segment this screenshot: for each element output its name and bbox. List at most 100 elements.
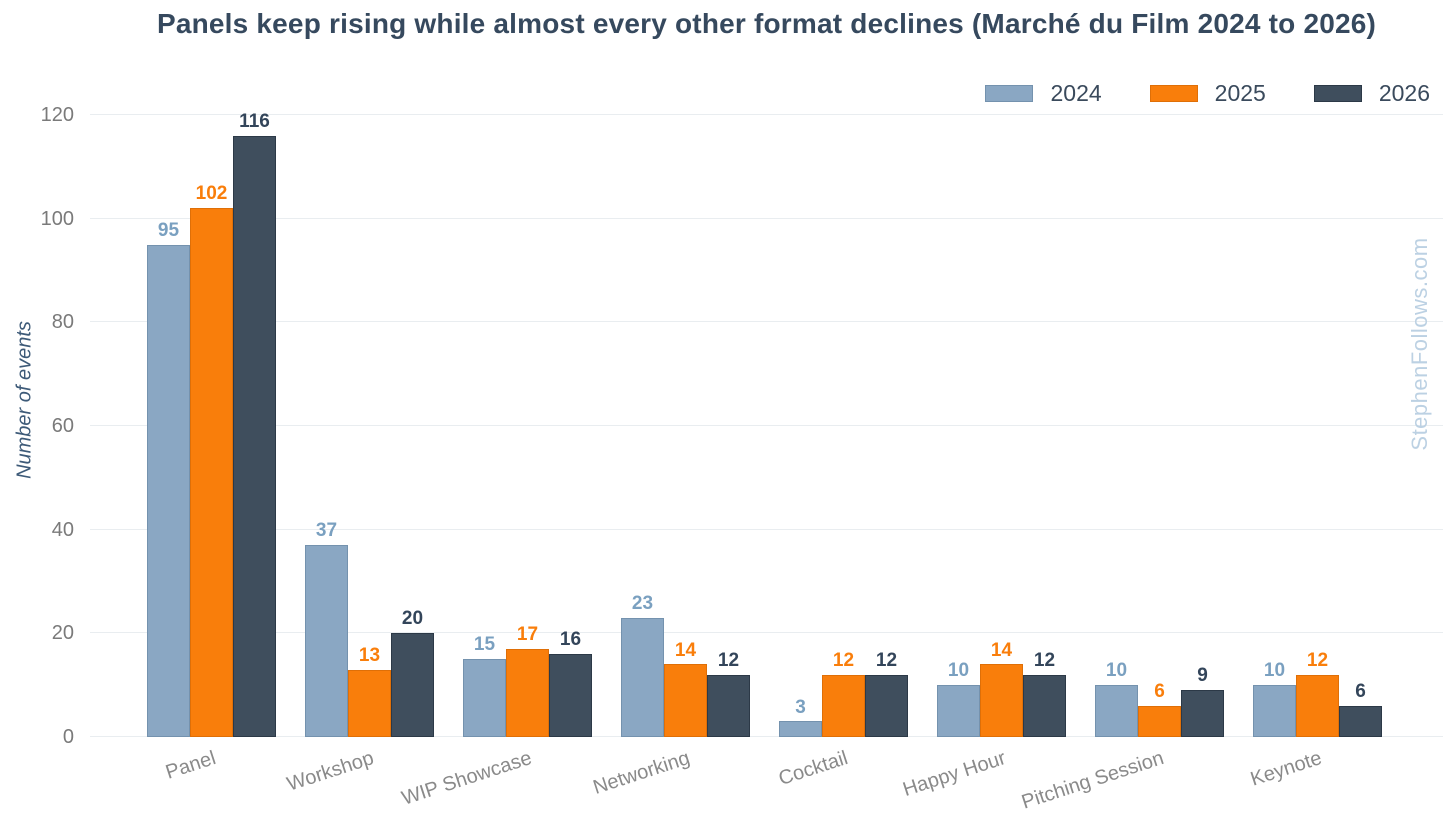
bar-value-label: 16 [559,629,582,651]
bar-value-label: 102 [195,183,228,205]
bar [1095,685,1138,737]
bar [822,674,865,737]
legend: 2024 2025 2026 [985,80,1430,107]
bar-value-label: 95 [157,219,180,241]
bar-value-label: 6 [1154,681,1165,703]
legend-item: 2026 [1313,80,1430,107]
bar-with-label: 14 [980,639,1023,737]
bar-group: 95 102 116 [147,110,276,737]
bar-value-label: 20 [401,608,424,630]
bar [1339,705,1382,737]
gridline [90,217,1443,219]
bar-with-label: 37 [305,520,348,737]
y-tick-label: 80 [51,311,74,334]
bar-value-label: 12 [717,649,740,671]
legend-swatch [1313,85,1362,102]
bar [348,669,391,737]
bar [1181,690,1224,737]
y-tick-label: 0 [62,726,74,748]
bar-value-label: 10 [947,660,970,682]
y-tick-label: 100 [40,207,74,230]
bar-with-label: 95 [147,219,190,737]
bar-value-label: 6 [1355,681,1366,703]
bar [937,685,980,737]
bar-with-label: 10 [1095,660,1138,737]
bar [147,244,190,737]
watermark: StephenFollows.com [1407,237,1432,451]
plot-area: 0 20 40 60 80 100 120 95 102 116 Panel 37 13 20 Worksh… [41,105,1443,814]
bar-with-label: 20 [391,609,434,737]
bar-with-label: 12 [822,649,865,737]
y-tick-label: 20 [51,622,74,645]
bar-with-label: 102 [190,184,233,737]
bar-with-label: 10 [937,660,980,737]
bar [391,633,434,737]
bar-value-label: 17 [516,624,539,646]
bar-group: 37 13 20 [305,520,434,737]
legend-label: 2026 [1378,80,1430,106]
bar-with-label: 17 [506,624,549,737]
bar-with-label: 6 [1339,681,1382,737]
y-tick-label: 40 [51,518,74,541]
bar-value-label: 3 [795,696,806,718]
bar-with-label: 9 [1181,666,1224,737]
bar-group: 23 14 12 [621,592,750,737]
bar-value-label: 9 [1197,665,1208,687]
bar-value-label: 37 [315,520,338,542]
bar-value-label: 116 [239,110,270,132]
legend-label: 2025 [1214,80,1266,106]
bar [1253,685,1296,737]
bar-value-label: 23 [631,592,654,614]
chart-title: Panels keep rising while almost every ot… [156,8,1377,39]
bar-value-label: 14 [990,639,1013,661]
bar-group: 10 12 6 [1253,649,1382,737]
bar [305,545,348,737]
bar-group: 3 12 12 [779,649,908,737]
y-tick-label: 60 [51,415,74,437]
bar-with-label: 13 [348,644,391,737]
bar [1023,674,1066,737]
bar-with-label: 12 [707,649,750,737]
legend-swatch [1149,85,1198,102]
bar-with-label: 12 [865,649,908,737]
bar-with-label: 3 [779,696,822,737]
bar-value-label: 12 [875,649,898,671]
bar-with-label: 23 [621,592,664,737]
bar-value-label: 14 [674,639,697,661]
bar-value-label: 10 [1105,660,1128,682]
bar-group: 15 17 16 [463,624,592,737]
gridline [90,425,1443,426]
bar [1296,674,1339,737]
bar [621,617,664,737]
bar-with-label: 14 [664,639,707,737]
bar-with-label: 16 [549,629,592,737]
bar-value-label: 13 [358,644,381,666]
bar [980,664,1023,737]
bar-value-label: 15 [473,634,496,656]
bar-with-label: 116 [233,110,276,737]
bar-with-label: 6 [1138,681,1181,737]
gridline [90,736,1443,737]
bar-value-label: 12 [832,649,855,671]
bar-group: 10 14 12 [937,639,1066,737]
bar-value-label: 12 [1033,649,1056,671]
gridline [90,528,1443,530]
bar-with-label: 12 [1023,649,1066,737]
bar [779,721,822,737]
gridline [90,632,1443,634]
bar [865,674,908,737]
bar [664,664,707,737]
y-tick-label: 120 [40,104,74,126]
gridline [90,321,1443,323]
bar-group: 10 6 9 [1095,660,1224,737]
bar-value-label: 12 [1306,649,1329,671]
y-axis-label: Number of events [13,321,36,479]
bar-with-label: 15 [463,634,506,737]
legend-item: 2024 [985,80,1102,107]
bar [549,654,592,737]
bar-with-label: 10 [1253,660,1296,737]
legend-item: 2025 [1149,80,1266,107]
bar-with-label: 12 [1296,649,1339,737]
legend-swatch [985,85,1034,102]
